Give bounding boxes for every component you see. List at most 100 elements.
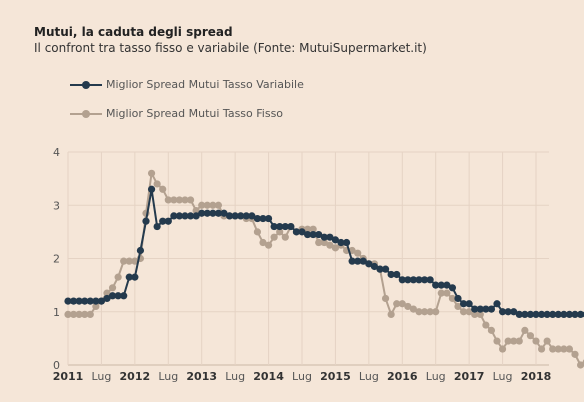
data-point-variabile (231, 212, 239, 220)
data-point-variabile (415, 276, 423, 284)
data-point-fisso (181, 196, 189, 204)
data-point-fisso (404, 302, 412, 311)
data-point-variabile (170, 212, 178, 220)
data-point-fisso (253, 228, 262, 236)
data-point-variabile (198, 209, 206, 217)
data-point-variabile (437, 281, 445, 289)
data-point-fisso (448, 294, 457, 303)
data-point-fisso (482, 321, 490, 329)
data-point-fisso (303, 225, 312, 233)
data-point-variabile (348, 257, 356, 265)
data-point-variabile (186, 212, 195, 220)
data-point-fisso (409, 305, 418, 313)
data-point-fisso (521, 326, 529, 334)
data-point-variabile (526, 310, 535, 319)
data-point-variabile (303, 230, 312, 239)
data-point-fisso (320, 238, 328, 247)
data-point-variabile (549, 310, 557, 319)
data-point-fisso (81, 310, 89, 319)
data-point-variabile (482, 305, 490, 313)
data-point-variabile (242, 212, 250, 220)
data-point-variabile (237, 212, 245, 220)
data-point-variabile (409, 276, 418, 284)
data-point-fisso (108, 284, 117, 292)
data-point-fisso (510, 337, 518, 345)
data-point-fisso (381, 294, 390, 303)
legend-item-variabile: Miglior Spread Mutui Tasso Variabile (70, 78, 304, 91)
x-tick-label: 2011 (53, 370, 84, 383)
x-tick-label: Lug (493, 370, 513, 383)
data-point-variabile (175, 212, 184, 220)
data-point-fisso (465, 308, 473, 316)
data-point-variabile (309, 230, 317, 239)
data-point-variabile (159, 217, 167, 225)
x-tick-label: Lug (292, 370, 312, 383)
data-point-variabile (164, 217, 172, 225)
data-point-variabile (387, 270, 395, 279)
data-point-fisso (214, 201, 223, 209)
data-point-fisso (331, 244, 340, 252)
data-point-variabile (153, 222, 161, 231)
data-point-variabile (459, 300, 468, 308)
y-tick-label: 3 (53, 199, 60, 212)
data-point-variabile (554, 310, 562, 319)
data-point-fisso (498, 345, 507, 353)
data-point-variabile (75, 297, 83, 305)
data-point-fisso (504, 337, 512, 345)
y-tick-label: 4 (53, 146, 60, 159)
data-point-fisso (532, 337, 540, 345)
data-point-fisso (309, 225, 317, 233)
data-point-variabile (326, 233, 334, 241)
data-point-variabile (448, 284, 457, 292)
data-point-variabile (248, 212, 256, 220)
data-point-variabile (225, 212, 234, 220)
data-point-fisso (426, 308, 434, 316)
data-point-variabile (142, 217, 150, 225)
data-point-variabile (264, 214, 273, 223)
data-point-fisso (315, 238, 323, 247)
legend-swatch-variabile (70, 80, 102, 90)
data-point-fisso (203, 201, 211, 209)
data-point-variabile (276, 222, 284, 231)
data-point-variabile (337, 238, 345, 247)
data-point-fisso (476, 310, 484, 319)
data-point-variabile (209, 209, 217, 217)
data-point-fisso (537, 345, 546, 353)
data-point-fisso (64, 310, 72, 319)
data-point-variabile (220, 209, 228, 217)
data-point-variabile (125, 273, 133, 281)
data-point-fisso (259, 238, 267, 247)
data-point-fisso (549, 345, 557, 353)
data-point-variabile (504, 308, 512, 316)
data-point-variabile (515, 310, 523, 319)
data-point-variabile (393, 270, 401, 279)
data-point-fisso (276, 228, 284, 236)
data-point-variabile (381, 265, 390, 273)
data-point-variabile (365, 260, 373, 268)
data-point-fisso (554, 345, 562, 353)
data-point-variabile (476, 305, 484, 313)
x-tick-label: 2013 (186, 370, 217, 383)
data-point-variabile (404, 276, 412, 284)
x-tick-label: Lug (158, 370, 178, 383)
data-point-fisso (114, 273, 122, 281)
legend-swatch-fisso (70, 109, 102, 119)
data-point-variabile (315, 230, 323, 239)
data-point-fisso (387, 310, 395, 319)
data-point-variabile (398, 276, 406, 284)
legend-label-variabile: Miglior Spread Mutui Tasso Variabile (106, 78, 304, 91)
data-point-variabile (359, 257, 367, 265)
data-point-variabile (560, 310, 568, 319)
data-point-variabile (92, 297, 100, 305)
data-point-fisso (443, 289, 451, 297)
data-point-fisso (454, 302, 462, 311)
data-point-variabile (432, 281, 440, 289)
data-point-fisso (393, 300, 401, 308)
data-point-variabile (465, 300, 473, 308)
data-point-fisso (264, 241, 273, 249)
data-point-fisso (576, 361, 584, 369)
data-point-fisso (75, 310, 83, 319)
data-point-variabile (103, 294, 111, 303)
data-point-variabile (571, 310, 579, 319)
data-point-fisso (326, 241, 334, 249)
